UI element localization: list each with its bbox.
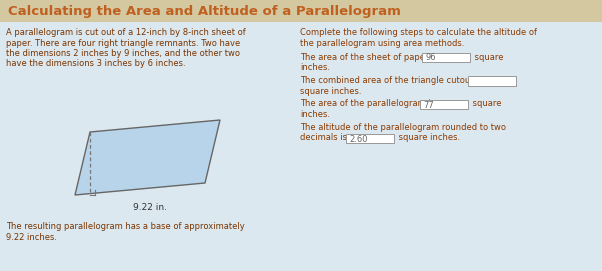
Text: The combined area of the triangle cutouts is: The combined area of the triangle cutout… [300,76,490,85]
Text: The area of the parallelogram is: The area of the parallelogram is [300,99,438,108]
FancyBboxPatch shape [0,0,602,22]
Text: square: square [470,99,501,108]
Text: 77: 77 [423,101,434,109]
FancyBboxPatch shape [468,76,516,86]
FancyBboxPatch shape [422,53,470,62]
FancyBboxPatch shape [420,99,468,109]
FancyBboxPatch shape [0,22,602,271]
Text: inches.: inches. [300,110,330,119]
Text: The resulting parallelogram has a base of approximately: The resulting parallelogram has a base o… [6,222,245,231]
Text: The area of the sheet of paper is: The area of the sheet of paper is [300,53,441,62]
Text: the parallelogram using area methods.: the parallelogram using area methods. [300,38,464,47]
Polygon shape [75,120,220,195]
Text: A parallelogram is cut out of a 12-inch by 8-inch sheet of: A parallelogram is cut out of a 12-inch … [6,28,246,37]
Text: paper. There are four right triangle remnants. Two have: paper. There are four right triangle rem… [6,38,240,47]
FancyBboxPatch shape [346,134,394,143]
Text: decimals is: decimals is [300,134,350,143]
Text: 9.22 in.: 9.22 in. [133,203,167,212]
Text: 96: 96 [425,53,436,63]
Text: The altitude of the parallelogram rounded to two: The altitude of the parallelogram rounde… [300,123,506,132]
Text: Calculating the Area and Altitude of a Parallelogram: Calculating the Area and Altitude of a P… [8,5,401,18]
Text: 2.60: 2.60 [349,134,367,144]
Text: square inches.: square inches. [396,134,460,143]
Text: square inches.: square inches. [300,86,361,95]
Text: 9.22 inches.: 9.22 inches. [6,233,57,242]
Text: Complete the following steps to calculate the altitude of: Complete the following steps to calculat… [300,28,537,37]
Text: have the dimensions 3 inches by 6 inches.: have the dimensions 3 inches by 6 inches… [6,60,185,69]
Text: the dimensions 2 inches by 9 inches, and the other two: the dimensions 2 inches by 9 inches, and… [6,49,240,58]
Text: square: square [472,53,503,62]
Text: inches.: inches. [300,63,330,72]
